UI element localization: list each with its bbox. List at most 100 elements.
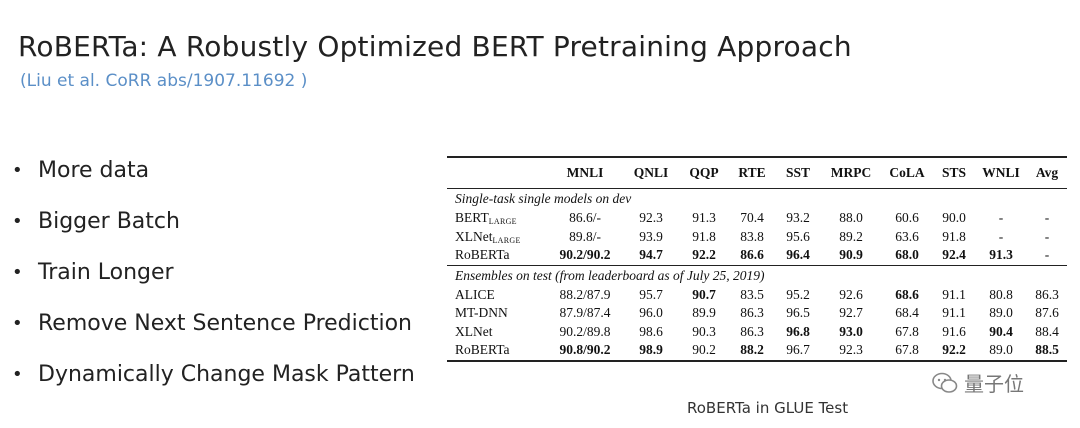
bullet-item: • Dynamically Change Mask Pattern [8,349,415,400]
model-name-cell: ALICE [447,286,547,305]
score-cell: 96.0 [639,305,663,321]
score-cell: 88.2/87.9 [559,286,611,302]
score-cell: 89.0 [989,305,1013,321]
score-cell: 98.6 [639,323,663,339]
score-cell: 86.3 [740,323,764,339]
score-cell: 92.6 [839,286,863,302]
bullet-text: More data [38,158,150,183]
bullet-dot: • [12,160,23,181]
header-cell: MNLI [547,156,623,189]
score-cell: 70.4 [740,210,764,226]
score-cell: - [1044,247,1050,263]
table-body: Single-task single models on dev BERTLAR… [447,189,1067,362]
score-cell: 91.3 [989,247,1013,263]
wechat-icon [932,372,958,393]
score-cell: 93.0 [839,323,863,339]
score-cell: 60.6 [895,210,919,226]
score-cell: 93.9 [639,228,663,244]
header-cell: CoLA [881,156,933,189]
score-cell: 89.2 [839,228,863,244]
score-cell: 91.1 [942,305,966,321]
section-label-row: Single-task single models on dev [447,189,1067,210]
score-cell: 90.9 [839,247,863,263]
score-cell: 88.5 [1027,341,1067,362]
score-cell: 90.7 [692,286,716,302]
model-size-subscript: LARGE [492,235,521,245]
header-cell: MRPC [821,156,881,189]
score-cell: 88.4 [1035,323,1059,339]
header-cell: SST [775,156,821,189]
score-cell: 92.2 [692,247,716,263]
model-name: XLNet [455,323,493,339]
score-cell: 83.5 [740,286,764,302]
score-cell: 91.8 [942,228,966,244]
header-cell: STS [933,156,975,189]
model-name-cell: XLNet [447,323,547,342]
model-name: RoBERTa [455,342,510,358]
bullet-dot: • [12,211,23,232]
model-name: XLNet [455,228,493,244]
bullet-list: • More data • Bigger Batch • Train Longer •… [8,145,415,400]
score-cell: 90.8/90.2 [547,341,623,362]
model-name-cell: MT-DNN [447,304,547,323]
model-size-subscript: LARGE [488,217,517,227]
score-cell: 89.8/- [569,228,601,244]
slide-title: RoBERTa: A Robustly Optimized BERT Pretr… [18,30,852,63]
score-cell: 67.8 [881,341,933,362]
score-cell: 80.8 [989,286,1013,302]
score-cell: - [1044,228,1050,244]
score-cell: 89.9 [692,305,716,321]
model-name: MT-DNN [455,305,508,321]
score-cell: 92.2 [933,341,975,362]
score-cell: 87.6 [1035,305,1059,321]
score-cell: 89.0 [975,341,1027,362]
score-cell: 68.0 [895,247,919,263]
score-cell: 92.3 [821,341,881,362]
model-name: ALICE [455,286,495,302]
score-cell: - [998,228,1004,244]
section-label-row: Ensembles on test (from leaderboard as o… [447,264,1067,286]
score-cell: 86.3 [1035,286,1059,302]
table-row: RoBERTa 90.2/90.2 94.7 92.2 86.6 96.4 90.9 68.0… [447,246,1067,265]
score-cell: 86.6 [740,247,764,263]
bullet-item: • More data [8,145,415,196]
score-cell: 91.3 [692,210,716,226]
header-cell: QQP [679,156,729,189]
score-cell: 86.3 [740,305,764,321]
model-name: RoBERTa [455,247,510,263]
score-cell: 98.9 [623,341,679,362]
section-label: Single-task single models on dev [455,191,632,206]
score-cell: 94.7 [639,247,663,263]
score-cell: 91.6 [942,323,966,339]
bullet-text: Bigger Batch [38,209,180,234]
score-cell: 96.8 [786,323,810,339]
model-name-cell: RoBERTa [447,341,547,362]
score-cell: 91.1 [942,286,966,302]
score-cell: - [998,210,1004,226]
header-cell: Avg [1027,156,1067,189]
header-cell: QNLI [623,156,679,189]
table-row: RoBERTa 90.8/90.2 98.9 90.2 88.2 96.7 92.3 67.8… [447,341,1067,362]
score-cell: 88.2 [729,341,775,362]
score-cell: 90.0 [942,210,966,226]
bullet-text: Remove Next Sentence Prediction [38,311,412,336]
bullet-dot: • [12,364,23,385]
score-cell: 91.8 [692,228,716,244]
bullet-dot: • [12,313,23,334]
score-cell: 95.2 [786,286,810,302]
table-row: MT-DNN 87.9/87.4 96.0 89.9 86.3 96.5 92.7 68.4 9… [447,304,1067,323]
table-row: BERTLARGE 86.6/- 92.3 91.3 70.4 93.2 88.0 60.6 9… [447,209,1067,228]
score-cell: 67.8 [895,323,919,339]
score-cell: 96.4 [786,247,810,263]
score-cell: 90.3 [692,323,716,339]
citation: (Liu et al. CoRR abs/1907.11692 ) [20,71,308,91]
table-caption: RoBERTa in GLUE Test [687,399,849,417]
watermark: 量子位 [932,368,1024,397]
watermark-text: 量子位 [964,372,1024,396]
score-cell: 63.6 [895,228,919,244]
section-label: Ensembles on test (from leaderboard as o… [447,264,1067,286]
score-cell: 92.4 [942,247,966,263]
score-cell: 95.6 [786,228,810,244]
model-name-cell: XLNetLARGE [447,228,547,247]
table-row: XLNet 90.2/89.8 98.6 90.3 86.3 96.8 93.0 67.8 91… [447,323,1067,342]
